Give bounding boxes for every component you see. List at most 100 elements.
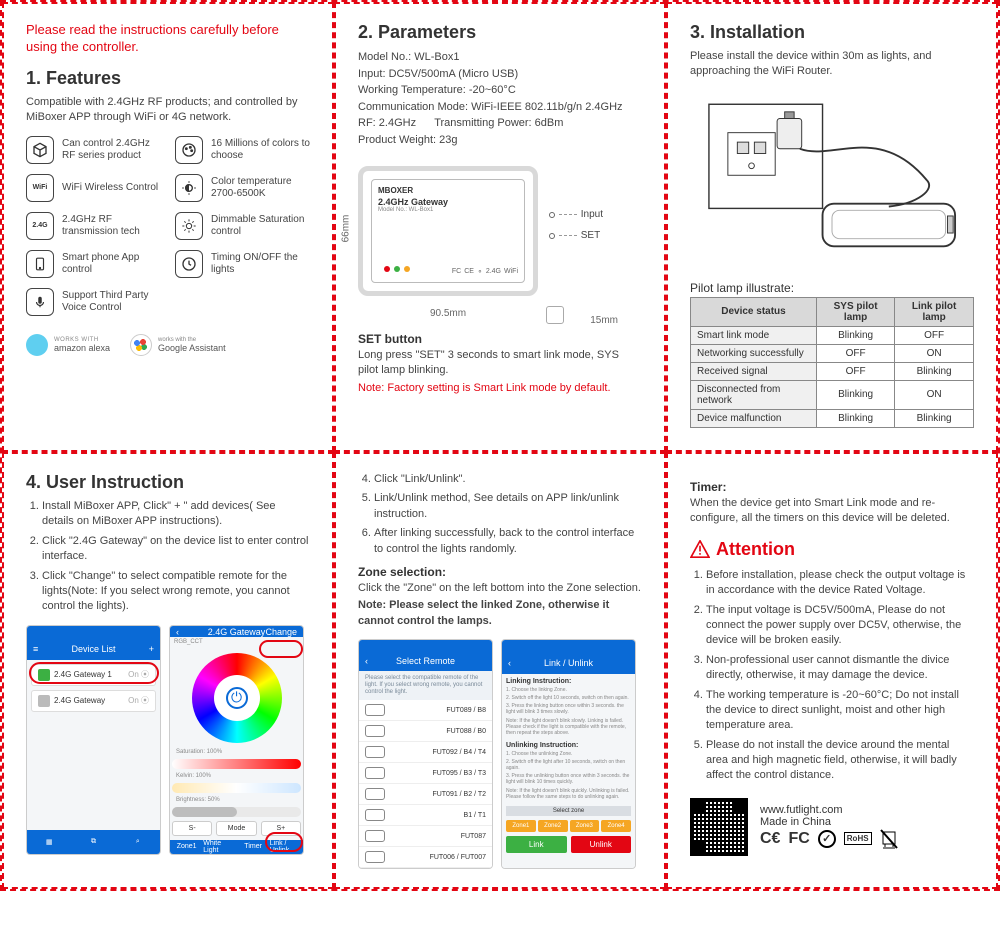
google-badge: works with the Google Assistant [130, 334, 226, 356]
google-name: Google Assistant [158, 343, 226, 353]
table-header: Device status [691, 297, 817, 326]
list-item: FUT091 / B2 / T2 [359, 784, 492, 805]
list-item: 2.4G Gateway On ⦿ [31, 690, 156, 712]
note-text: Note: If the light doesn't blink slowly.… [506, 718, 631, 736]
phone-gateway: ‹ 2.4G Gateway Change RGB_CCT ⏻ Saturati… [169, 625, 304, 855]
zone-btn: Zone1 [506, 820, 536, 832]
alexa-icon [26, 334, 48, 356]
back-icon: ‹ [508, 658, 511, 668]
mode-btn: S- [172, 821, 212, 836]
feature-item: Support Third Party Voice Control [26, 288, 161, 316]
slider-label: Kelvin: 100% [170, 773, 303, 779]
user-steps: Install MiBoxer APP, Click" + " add devi… [26, 499, 310, 615]
width-dim: 90.5mm [358, 308, 538, 319]
table-row: Device malfunctionBlinkingBlinking [691, 409, 974, 427]
cert-icon: ⚬ [477, 268, 483, 276]
params-heading: 2. Parameters [358, 22, 642, 43]
zone-buttons: Zone1 Zone2 Zone3 Zone4 [506, 820, 631, 832]
feature-item: WiFi WiFi Wireless Control [26, 174, 161, 202]
panel-installation: 3. Installation Please install the devic… [666, 2, 998, 452]
phone-title: Device List [71, 644, 115, 654]
status-icon [38, 695, 50, 707]
feature-text: Smart phone App control [62, 252, 161, 276]
step: Click "Change" to select compatible remo… [42, 569, 310, 615]
table-header: Link pilot lamp [895, 297, 974, 326]
feature-item: Timing ON/OFF the lights [175, 250, 310, 278]
height-dim: 66mm [340, 215, 351, 243]
warning-icon [690, 540, 710, 558]
weee-icon [880, 828, 898, 850]
note-text: Note: If the light doesn't blink quickly… [506, 788, 631, 800]
hint-text: Please select the compatible remote of t… [359, 671, 492, 701]
set-heading: SET button [358, 332, 642, 346]
google-icon [130, 334, 152, 356]
phone-title: 2.4G Gateway [208, 627, 266, 637]
color-wheel: ⏻ [192, 653, 282, 743]
back-icon: ‹ [365, 656, 368, 666]
palette-icon [175, 136, 203, 164]
remote-icon [365, 809, 385, 821]
table-row: Received signalOFFBlinking [691, 362, 974, 380]
attention-item: Non-professional user cannot dismantle t… [706, 653, 974, 684]
zone-text: Click the "Zone" on the left bottom into… [358, 581, 642, 596]
table-row: Smart link modeBlinkingOFF [691, 326, 974, 344]
link-steps: Click "Link/Unlink". Link/Unlink method,… [358, 472, 642, 557]
mic-icon [26, 288, 54, 316]
footer-made: Made in China [760, 816, 898, 828]
kelvin-slider [172, 783, 301, 793]
attention-item: Please do not install the device around … [706, 738, 974, 784]
panel-parameters: 2. Parameters Model No.: WL-Box1 Input: … [334, 2, 666, 452]
param-lines: Model No.: WL-Box1 Input: DC5V/500mA (Mi… [358, 49, 642, 148]
cube-icon [26, 136, 54, 164]
ce-icon: C€ [760, 830, 780, 848]
feature-text: Dimmable Saturation control [211, 214, 310, 238]
tab: ▦ [27, 830, 71, 854]
instruction-line: 1. Choose the unlinking Zone. [506, 751, 631, 757]
tab: ⧉ [71, 830, 115, 854]
slider-label: Saturation: 100% [170, 749, 303, 755]
phone-device-list: ≡ Device List + 2.4G Gateway 1 On ⦿ 2.4G… [26, 625, 161, 855]
color-temp-icon [175, 174, 203, 202]
slider-label: Brightness: 50% [170, 797, 303, 803]
change-link: Change [265, 627, 297, 637]
instruction-line: 3. Press the linking button once within … [506, 703, 631, 715]
list-item: FUT095 / B3 / T3 [359, 763, 492, 784]
phone-title: Select Remote [396, 656, 455, 666]
sun-icon [175, 212, 203, 240]
add-icon: + [149, 644, 154, 654]
zone-heading: Zone selection: [358, 565, 642, 579]
rf-icon: 2.4G [26, 212, 54, 240]
device-title: 2.4GHz Gateway [378, 197, 518, 207]
cert-marks: C€ FC ✓ RoHS [760, 828, 898, 850]
alexa-name: amazon alexa [54, 343, 110, 353]
install-diagram [690, 90, 974, 270]
cert-icon: 2.4G [486, 268, 501, 276]
voice-assistants: WORKS WITH amazon alexa works with the G… [26, 334, 310, 356]
set-note: Note: Factory setting is Smart Link mode… [358, 381, 642, 396]
check-icon: ✓ [818, 830, 836, 848]
phone-header: ‹ 2.4G Gateway Change [170, 627, 303, 637]
device-leds [384, 266, 410, 272]
step: Install MiBoxer APP, Click" + " add devi… [42, 499, 310, 530]
led-icon [404, 266, 410, 272]
param-line: Working Temperature: -20~60°C [358, 82, 642, 99]
timer-text: When the device get into Smart Link mode… [690, 496, 974, 527]
attention-heading: Attention [690, 539, 974, 560]
fc-icon: FC [788, 830, 809, 848]
table-row: Disconnected from networkBlinkingON [691, 380, 974, 409]
wifi-icon: WiFi [26, 174, 54, 202]
tab: White Light [203, 840, 236, 854]
list-item: FUT087 [359, 826, 492, 847]
feature-item: 2.4G 2.4GHz RF transmission tech [26, 212, 161, 240]
qrcode-icon [690, 798, 748, 856]
feature-text: Color temperature 2700-6500K [211, 176, 310, 200]
section-heading: Unlinking Instruction: [506, 742, 631, 749]
depth-dim: 15mm [590, 315, 618, 326]
back-icon: ‹ [176, 627, 179, 637]
highlight-circle-icon [259, 640, 303, 658]
pilot-table: Device status SYS pilot lamp Link pilot … [690, 297, 974, 428]
tab: Zone1 [170, 840, 203, 854]
table-header: SYS pilot lamp [816, 297, 894, 326]
remote-icon [365, 851, 385, 863]
side-view-icon [546, 306, 564, 324]
